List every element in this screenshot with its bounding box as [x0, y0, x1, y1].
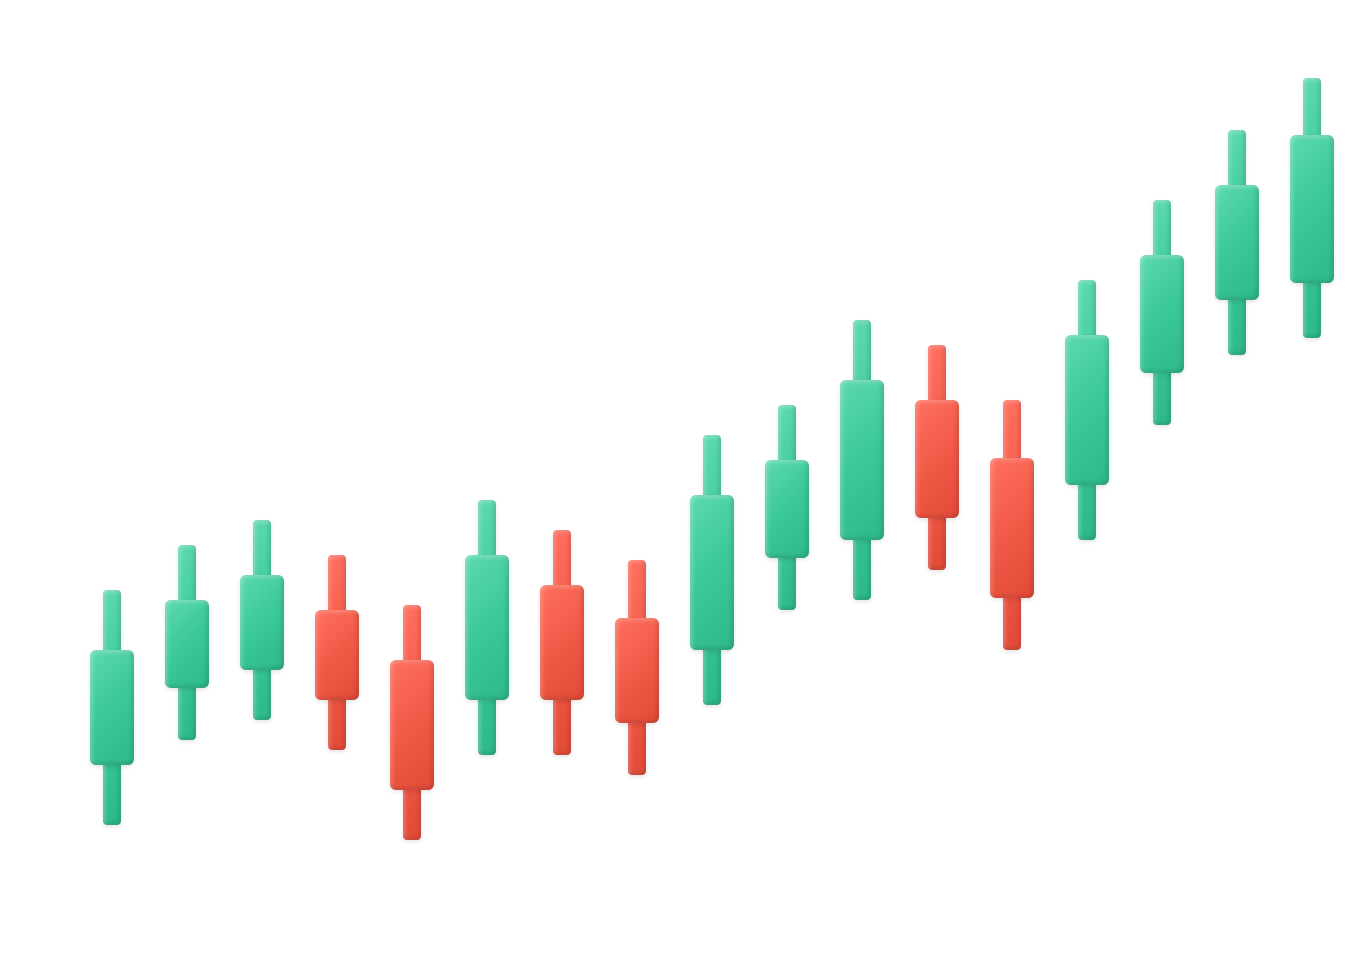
candle-5 [465, 0, 509, 980]
candle-9 [765, 0, 809, 980]
candle-body [1215, 185, 1259, 300]
candle-body [690, 495, 734, 650]
candle-16 [1290, 0, 1334, 980]
candle-11 [915, 0, 959, 980]
candle-body [240, 575, 284, 670]
candle-body [990, 458, 1034, 598]
candle-body [165, 600, 209, 688]
candle-body [1290, 135, 1334, 283]
candle-body [540, 585, 584, 700]
candle-13 [1065, 0, 1109, 980]
candle-6 [540, 0, 584, 980]
candle-8 [690, 0, 734, 980]
candle-body [465, 555, 509, 700]
candle-14 [1140, 0, 1184, 980]
candle-body [915, 400, 959, 518]
candle-12 [990, 0, 1034, 980]
candle-body [390, 660, 434, 790]
candlestick-chart [0, 0, 1362, 980]
candle-15 [1215, 0, 1259, 980]
candle-body [765, 460, 809, 558]
candle-body [1140, 255, 1184, 373]
candle-body [90, 650, 134, 765]
candle-body [840, 380, 884, 540]
candle-7 [615, 0, 659, 980]
candle-10 [840, 0, 884, 980]
candle-body [1065, 335, 1109, 485]
candle-4 [390, 0, 434, 980]
candle-2 [240, 0, 284, 980]
candle-3 [315, 0, 359, 980]
candle-body [615, 618, 659, 723]
candle-1 [165, 0, 209, 980]
candle-0 [90, 0, 134, 980]
candle-body [315, 610, 359, 700]
